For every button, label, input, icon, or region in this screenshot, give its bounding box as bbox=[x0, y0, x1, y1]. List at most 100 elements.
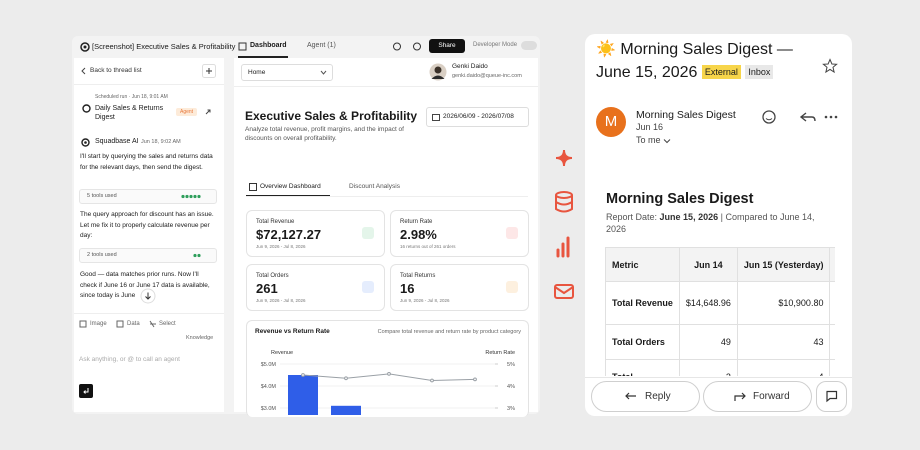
sender-time: Jun 18, 9:02 AM bbox=[141, 139, 181, 145]
scroll-down-button[interactable] bbox=[140, 288, 156, 304]
new-thread-button[interactable] bbox=[202, 64, 216, 78]
composer-tool[interactable]: Data bbox=[127, 321, 140, 327]
forward-button[interactable]: Forward bbox=[703, 381, 812, 412]
composer-input[interactable]: Ask anything, or @ to call an agent bbox=[79, 356, 180, 363]
reply-label: Reply bbox=[645, 391, 671, 402]
table-cell: ▲ 2 bbox=[829, 359, 835, 376]
email-header: ☀️ Morning Sales Digest — June 15, 2026 … bbox=[596, 38, 811, 84]
tab-icon bbox=[238, 42, 247, 51]
back-link[interactable]: Back to thread list bbox=[90, 67, 142, 74]
kpi-note: Jun 9, 2026 - Jul 8, 2026 bbox=[400, 298, 450, 303]
y2-axis-label: Return Rate bbox=[485, 350, 515, 356]
chart-subtitle: Compare total revenue and return rate by… bbox=[377, 329, 521, 335]
thread-title[interactable]: Daily Sales & Returns Digest bbox=[95, 105, 164, 121]
status-dots bbox=[181, 194, 201, 199]
tag[interactable]: Inbox bbox=[745, 65, 774, 79]
table-cell: 43 bbox=[736, 324, 831, 360]
share-button[interactable]: Share bbox=[429, 39, 465, 53]
dashboard-tab[interactable]: Discount Analysis bbox=[349, 183, 400, 190]
tag[interactable]: External bbox=[701, 65, 741, 79]
toggle[interactable] bbox=[521, 41, 537, 50]
email-sender: Morning Sales Digest bbox=[636, 109, 736, 121]
y2-tick-label: 3% bbox=[507, 406, 515, 412]
kpi-value: 2.98% bbox=[400, 227, 437, 242]
y-tick-label: $3.0M bbox=[261, 406, 277, 412]
report-line: Report Date: June 15, 2026 | Compared to… bbox=[606, 211, 836, 235]
table-row: Total24▲ 2 bbox=[605, 359, 835, 376]
dashboard-tab[interactable]: Overview Dashboard bbox=[260, 183, 321, 190]
report-compared: | Compared to June 14, 2026 bbox=[606, 212, 815, 234]
metric-cell: Total Revenue bbox=[605, 281, 680, 325]
y2-tick-label: 5% bbox=[507, 362, 515, 368]
star-button[interactable] bbox=[822, 58, 838, 74]
kpi-label: Total Revenue bbox=[256, 219, 295, 225]
developer-mode-label: Developer Mode bbox=[473, 42, 518, 48]
table-cell: $14,648.96 bbox=[678, 281, 738, 325]
report-date: June 15, 2026 bbox=[659, 212, 719, 222]
agent-tag: Agent bbox=[176, 108, 198, 116]
composer-icons bbox=[79, 320, 156, 328]
table-cell: ▼ $3,748.16 (−25.6%) bbox=[829, 281, 835, 325]
message: Good — data matches prior runs. Now I'll… bbox=[80, 271, 210, 299]
y-tick-label: $5.0M bbox=[261, 362, 277, 368]
kpi-card: Total Revenue $72,127.27 Jun 9, 2026 - Jul… bbox=[246, 210, 385, 257]
composer-tool[interactable]: Image bbox=[90, 321, 107, 327]
send-button[interactable] bbox=[79, 384, 93, 398]
email-recipient[interactable]: To me bbox=[636, 135, 661, 145]
scheduled-run: Scheduled run · Jun 18, 9:01 AM bbox=[95, 94, 168, 100]
divider bbox=[246, 196, 528, 197]
date-picker[interactable]: 2026/06/09 - 2026/07/08 bbox=[426, 107, 529, 127]
tools-used[interactable]: 2 tools used bbox=[79, 248, 217, 263]
email-heading: Morning Sales Digest bbox=[606, 191, 754, 207]
window-title: [Screenshot] Executive Sales & Profitabi… bbox=[92, 42, 236, 51]
knowledge-button[interactable]: Knowledge bbox=[186, 335, 214, 341]
metric-cell: Total bbox=[605, 359, 680, 376]
email-actions[interactable] bbox=[760, 108, 840, 126]
email-title: ☀️ Morning Sales Digest — June 15, 2026 bbox=[596, 41, 793, 81]
tab-icon bbox=[249, 183, 257, 191]
kpi-label: Total Returns bbox=[400, 273, 436, 279]
table-cell: 49 bbox=[678, 324, 738, 360]
toolbar-icons[interactable] bbox=[392, 41, 422, 52]
integration-icons bbox=[554, 149, 574, 299]
line-point bbox=[301, 373, 305, 377]
chart: Revenue Return Rate $5.0M $4.0M $3.0M 5% 4% 3% bbox=[261, 350, 515, 415]
more-button[interactable] bbox=[816, 381, 847, 412]
dashboard-subtitle: Analyze total revenue, profit margins, a… bbox=[245, 126, 404, 142]
kpi-note: Jun 9, 2026 - Jul 8, 2026 bbox=[256, 298, 306, 303]
table-header: Jun 15 (Yesterday) bbox=[736, 247, 831, 282]
chart-title: Revenue vs Return Rate bbox=[255, 328, 330, 335]
composer-tool[interactable]: Select bbox=[159, 321, 176, 327]
kpi-note: Jun 9, 2026 - Jul 8, 2026 bbox=[256, 244, 306, 249]
back-icon[interactable] bbox=[80, 67, 88, 75]
table-header: Change bbox=[829, 247, 835, 282]
nav-select[interactable]: Home bbox=[241, 64, 333, 81]
kpi-label: Return Rate bbox=[400, 219, 433, 225]
chevron bbox=[320, 70, 327, 75]
sender-icon bbox=[81, 138, 90, 147]
kpi-icon bbox=[506, 281, 518, 293]
kpi-card: Total Orders 261 Jun 9, 2026 - Jul 8, 2026 bbox=[246, 264, 385, 311]
kpi-card: Total Returns 16 Jun 9, 2026 - Jul 8, 2026 bbox=[390, 264, 529, 311]
tab[interactable]: Agent (1) bbox=[307, 42, 336, 49]
open-icon[interactable] bbox=[204, 108, 212, 116]
forward-icon bbox=[734, 392, 746, 401]
message: The query approach for discount has an i… bbox=[80, 211, 214, 239]
email-date: Jun 16 bbox=[636, 122, 664, 132]
tools-label: 2 tools used bbox=[87, 252, 117, 258]
reply-button[interactable]: Reply bbox=[591, 381, 700, 412]
kpi-icon bbox=[362, 227, 374, 239]
tab-underline bbox=[238, 56, 288, 58]
date-range: 2026/06/09 - 2026/07/08 bbox=[443, 113, 514, 120]
forward-label: Forward bbox=[753, 391, 790, 402]
sender: Squadbase AI bbox=[95, 138, 139, 145]
kpi-value: 261 bbox=[256, 281, 278, 296]
tab[interactable]: Dashboard bbox=[250, 42, 287, 49]
tools-used[interactable]: 5 tools used bbox=[79, 189, 217, 204]
comment-icon bbox=[826, 390, 838, 403]
chart-card: Revenue vs Return Rate Compare total rev… bbox=[246, 320, 529, 417]
